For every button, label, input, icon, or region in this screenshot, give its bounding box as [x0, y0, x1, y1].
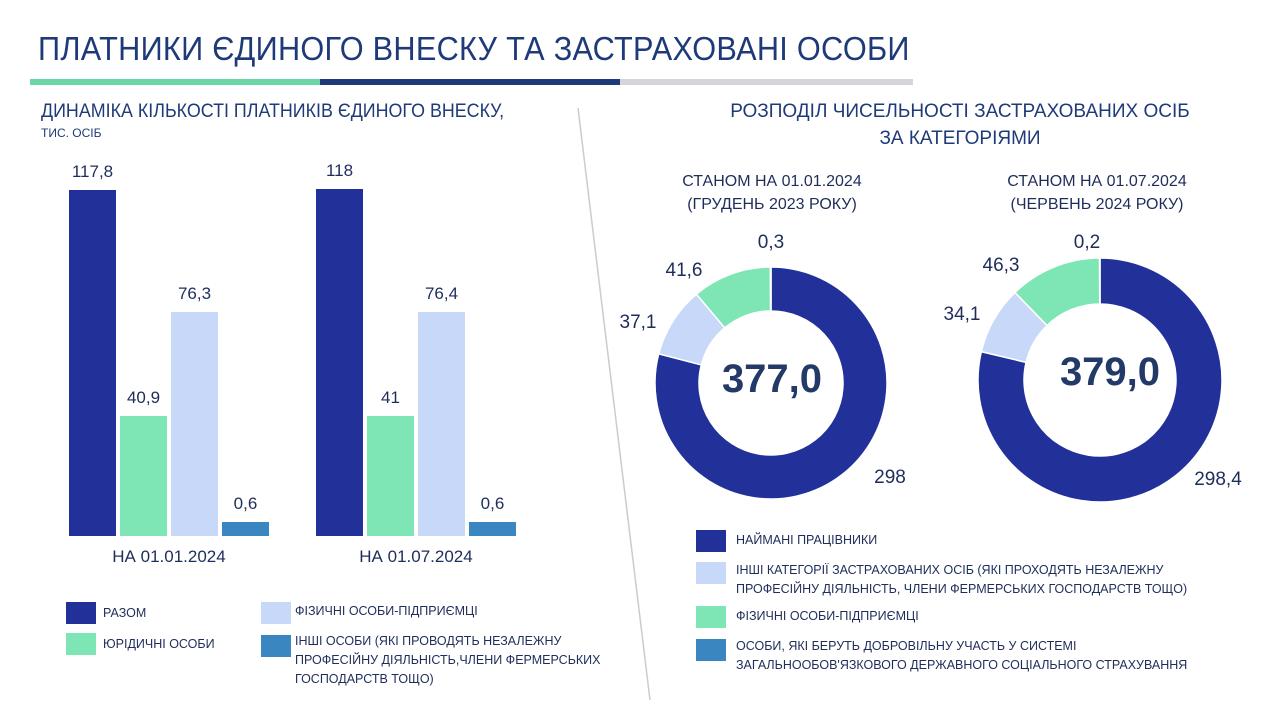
legend-swatch-entrepreneurs	[261, 602, 291, 624]
donut2-heading-line2: (ЧЕРВЕНЬ 2024 РОКУ)	[1010, 196, 1184, 213]
legend-swatch-fop	[696, 606, 726, 628]
legend-swatch-legal	[66, 633, 96, 655]
donut1-total: 377,0	[721, 357, 823, 401]
donut-section-title-line2: ЗА КАТЕГОРІЯМИ	[879, 128, 1041, 149]
bar-value-other-1: 0,6	[233, 494, 258, 513]
donut1-slice-label-3: 41,6	[666, 260, 703, 281]
donut-section-title-line1: РОЗПОДІЛ ЧИСЕЛЬНОСТІ ЗАСТРАХОВАНИХ ОСІБ	[730, 101, 1190, 122]
donut2-total: 379,0	[1059, 350, 1161, 394]
donut1-slice-label-1: 298	[874, 467, 906, 488]
legend-label-voluntary: ОСОБИ, ЯКІ БЕРУТЬ ДОБРОВІЛЬНУ УЧАСТЬ У С…	[736, 639, 1188, 672]
bar-chart: 117,8 40,9 76,3 0,6 НА 01.01.2024 118 41 76,4 0,…	[0, 0, 580, 600]
donut2-slice-1	[977, 257, 1223, 503]
bar-value-entrepreneurs-2: 76,4	[424, 283, 459, 303]
donut2-slice-label-3: 46,3	[983, 255, 1020, 276]
donut1-slice-4	[769, 266, 772, 312]
bar-value-entrepreneurs-1: 76,3	[177, 283, 212, 303]
category-label-2: НА 01.07.2024	[359, 547, 473, 566]
bar-entrepreneurs-1	[171, 311, 218, 536]
bar-legal-1	[120, 415, 167, 536]
bar-total-1	[69, 190, 116, 536]
legend-swatch-employees	[696, 530, 726, 552]
legend-label-fop: ФІЗИЧНІ ОСОБИ-ПІДПРИЄМЦІ	[736, 609, 919, 623]
bar-total-2	[316, 189, 363, 536]
category-label-1: НА 01.01.2024	[112, 547, 226, 566]
legend-label-entrepreneurs: ФІЗИЧНІ ОСОБИ-ПІДПРИЄМЦІ	[295, 604, 478, 618]
donut1-heading-line2: (ГРУДЕНЬ 2023 РОКУ)	[687, 196, 857, 213]
legend-swatch-total	[66, 602, 96, 624]
bar-other-2	[469, 522, 516, 536]
title-underline-dark	[320, 79, 620, 85]
bar-value-total-2: 118	[325, 161, 354, 181]
title-underline-green	[30, 79, 320, 85]
bar-chart-title: ДИНАМІКА КІЛЬКОСТІ ПЛАТНИКІВ ЄДИНОГО ВНЕ…	[41, 101, 505, 122]
legend-swatch-voluntary	[696, 639, 726, 661]
donut2-heading-line1: СТАНОМ НА 01.07.2024	[1007, 173, 1187, 190]
donut2-slice-label-1: 298,4	[1194, 469, 1242, 490]
bar-legal-2	[367, 415, 414, 536]
bar-entrepreneurs-2	[418, 311, 465, 536]
donut1-heading-line1: СТАНОМ НА 01.01.2024	[682, 173, 862, 190]
legend-label-total: РАЗОМ	[103, 606, 147, 620]
donut2-slice-label-4: 0,2	[1074, 232, 1100, 253]
bar-other-1	[222, 522, 269, 536]
donut2-slice-label-2: 34,1	[944, 304, 981, 325]
legend-label-legal: ЮРІДИЧНІ ОСОБИ	[103, 637, 215, 651]
bar-value-legal-2: 41	[381, 387, 400, 407]
legend-label-other-categories: ІНШІ КАТЕГОРІЇ ЗАСТРАХОВАНИХ ОСІБ (ЯКІ П…	[736, 563, 1188, 596]
title-underline-grey	[620, 79, 913, 85]
legend-swatch-other	[261, 635, 291, 657]
donut1-slice-label-2: 37,1	[620, 312, 657, 333]
bar-value-other-2: 0,6	[480, 494, 505, 513]
donut1-slice-1	[654, 266, 888, 500]
legend-label-employees: НАЙМАНІ ПРАЦІВНИКИ	[736, 533, 878, 547]
bar-chart-units: ТИС. ОСІБ	[41, 126, 102, 140]
page-title: ПЛАТНИКИ ЄДИНОГО ВНЕСКУ ТА ЗАСТРАХОВАНІ …	[38, 30, 910, 67]
donut1-slice-label-4: 0,3	[758, 232, 784, 253]
bar-value-total-1: 117,8	[71, 162, 114, 181]
bar-value-legal-1: 40,9	[126, 387, 161, 407]
legend-swatch-other-categories	[696, 562, 726, 584]
legend-label-other: ІНШІ ОСОБИ (ЯКІ ПРОВОДЯТЬ НЕЗАЛЕЖНУ ПРОФ…	[295, 634, 601, 686]
